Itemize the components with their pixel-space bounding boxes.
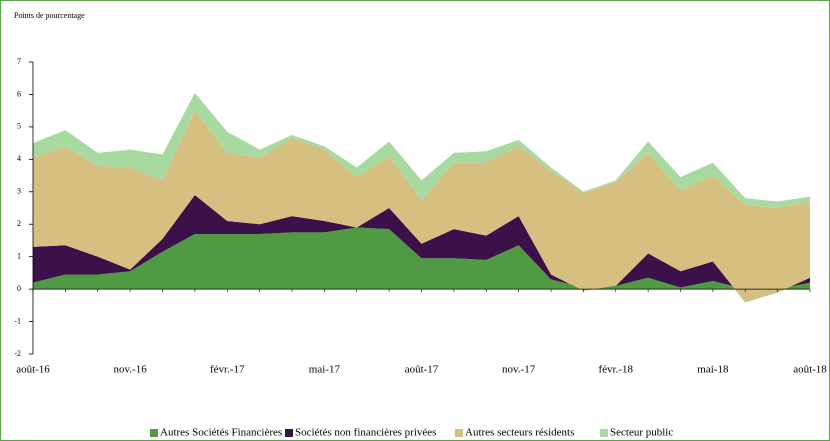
- x-tick-label: nov.-17: [502, 364, 536, 376]
- x-tick-label: août-17: [405, 364, 439, 376]
- y-tick-label: -2: [14, 349, 21, 358]
- x-tick-label: févr.-17: [210, 364, 245, 376]
- legend-label: Autres secteurs résidents: [465, 427, 574, 439]
- y-tick-label: 5: [17, 122, 21, 131]
- x-tick-label: nov.-16: [114, 364, 148, 376]
- y-tick-label: 3: [17, 187, 21, 196]
- y-axis-label: Points de pourcentage: [14, 11, 85, 20]
- area: [33, 92, 810, 208]
- x-tick-label: mai-17: [309, 364, 341, 376]
- y-tick-label: -1: [14, 316, 21, 325]
- x-tick-label: mai-18: [697, 364, 729, 376]
- x-tick-label: août-18: [793, 364, 827, 376]
- legend-label: Sociétés non financières privées: [295, 427, 436, 439]
- y-tick-label: 1: [17, 251, 21, 260]
- legend-swatch: [285, 429, 293, 437]
- area: [33, 110, 810, 303]
- legend-swatch: [600, 429, 608, 437]
- y-tick-label: 6: [17, 89, 21, 98]
- legend-label: Autres Sociétés Financières: [160, 427, 282, 439]
- legend-swatch: [455, 429, 463, 437]
- y-tick-label: 4: [17, 154, 21, 163]
- x-tick-label: févr.-18: [598, 364, 633, 376]
- y-tick-label: 2: [17, 219, 21, 228]
- y-tick-label: 7: [17, 57, 21, 66]
- x-tick-label: août-16: [16, 364, 50, 376]
- y-tick-label: 0: [17, 284, 21, 293]
- legend-swatch: [150, 429, 158, 437]
- area: [33, 195, 810, 303]
- legend-label: Secteur public: [610, 427, 673, 439]
